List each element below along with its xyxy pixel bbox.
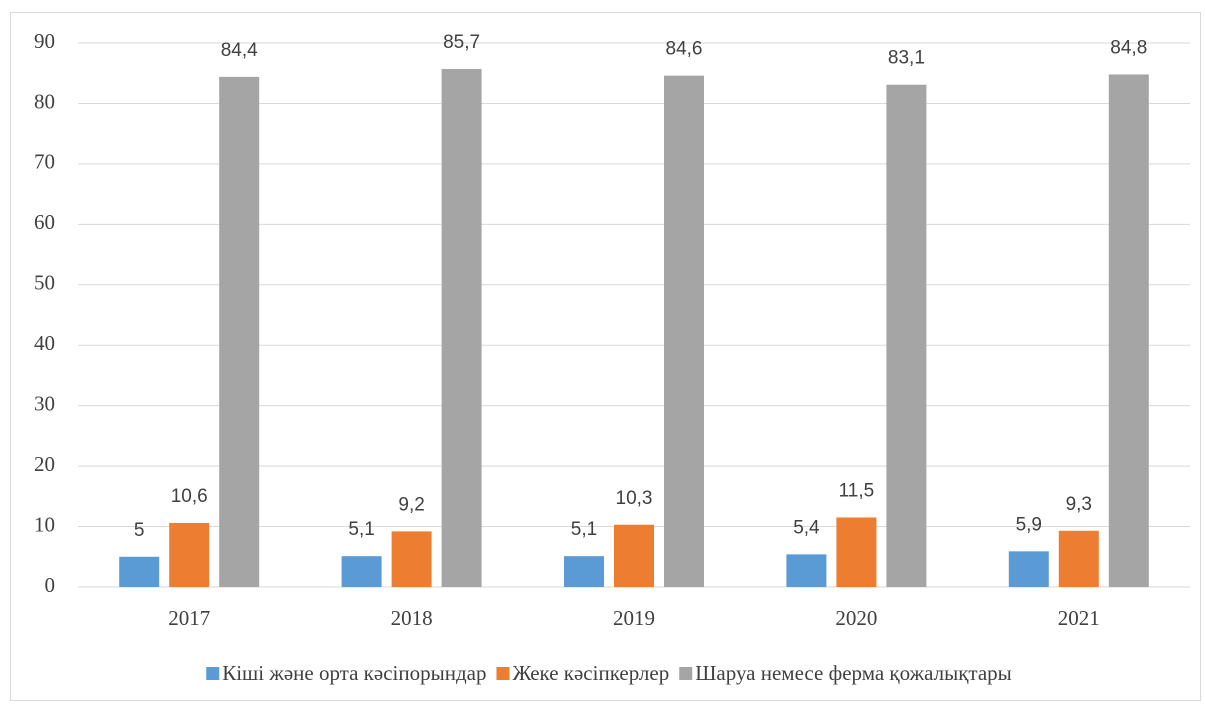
y-tick-label: 20: [34, 452, 55, 476]
bar: [836, 517, 877, 587]
data-label: 5: [134, 520, 145, 541]
x-tick-label: 2019: [613, 606, 655, 630]
chart-border: [10, 12, 1201, 701]
x-tick-label: 2018: [391, 606, 433, 630]
y-tick-label: 10: [34, 512, 55, 536]
x-tick-label: 2020: [835, 606, 877, 630]
data-label: 5,9: [1016, 514, 1042, 535]
data-label: 83,1: [888, 48, 925, 69]
data-label: 11,5: [839, 481, 875, 502]
bar: [786, 554, 827, 587]
bar: [391, 531, 432, 587]
y-tick-label: 90: [34, 29, 55, 53]
data-label: 9,3: [1066, 494, 1092, 515]
data-label: 10,3: [616, 488, 653, 509]
legend-label: Кіші және орта кәсіпорындар: [222, 661, 486, 685]
bar: [219, 76, 260, 588]
y-tick-label: 30: [34, 391, 55, 415]
data-label: 10,6: [171, 486, 208, 507]
bar: [1058, 530, 1099, 587]
bar: [664, 75, 704, 587]
y-tick-label: 40: [34, 331, 55, 355]
bar: [441, 68, 482, 588]
legend-swatch: [496, 667, 510, 680]
bar: [1008, 551, 1049, 587]
y-tick-label: 50: [34, 271, 55, 295]
legend-swatch: [206, 667, 220, 680]
data-label: 84,8: [1110, 37, 1147, 58]
bar: [886, 84, 927, 587]
data-label: 5,4: [793, 517, 820, 538]
bar: [119, 556, 160, 587]
data-label: 84,6: [666, 39, 703, 60]
bar: [169, 522, 210, 587]
bar: [1108, 74, 1149, 588]
legend-swatch: [679, 667, 693, 680]
bar: [614, 524, 654, 587]
bar: [564, 556, 604, 587]
x-tick-label: 2017: [168, 606, 210, 630]
data-label: 85,7: [443, 32, 480, 53]
y-tick-label: 0: [45, 573, 56, 597]
data-label: 5,1: [348, 519, 374, 540]
y-tick-label: 60: [34, 210, 55, 234]
data-label: 9,2: [398, 494, 424, 515]
bar: [341, 556, 382, 587]
y-tick-label: 70: [34, 150, 55, 174]
legend-label: Жеке кәсіпкерлер: [512, 661, 669, 685]
y-tick-label: 80: [34, 89, 55, 113]
data-label: 84,4: [221, 40, 258, 61]
x-tick-label: 2021: [1058, 606, 1100, 630]
legend-label: Шаруа немесе ферма қожалықтары: [695, 661, 1012, 685]
data-label: 5,1: [571, 519, 597, 540]
